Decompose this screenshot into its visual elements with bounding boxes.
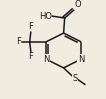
Text: F: F — [16, 37, 21, 46]
Text: N: N — [78, 55, 84, 64]
Text: HO: HO — [39, 12, 52, 21]
Text: F: F — [28, 22, 33, 31]
Text: O: O — [75, 0, 81, 9]
Text: N: N — [43, 55, 49, 64]
Text: S: S — [73, 74, 78, 83]
Text: F: F — [28, 52, 33, 61]
